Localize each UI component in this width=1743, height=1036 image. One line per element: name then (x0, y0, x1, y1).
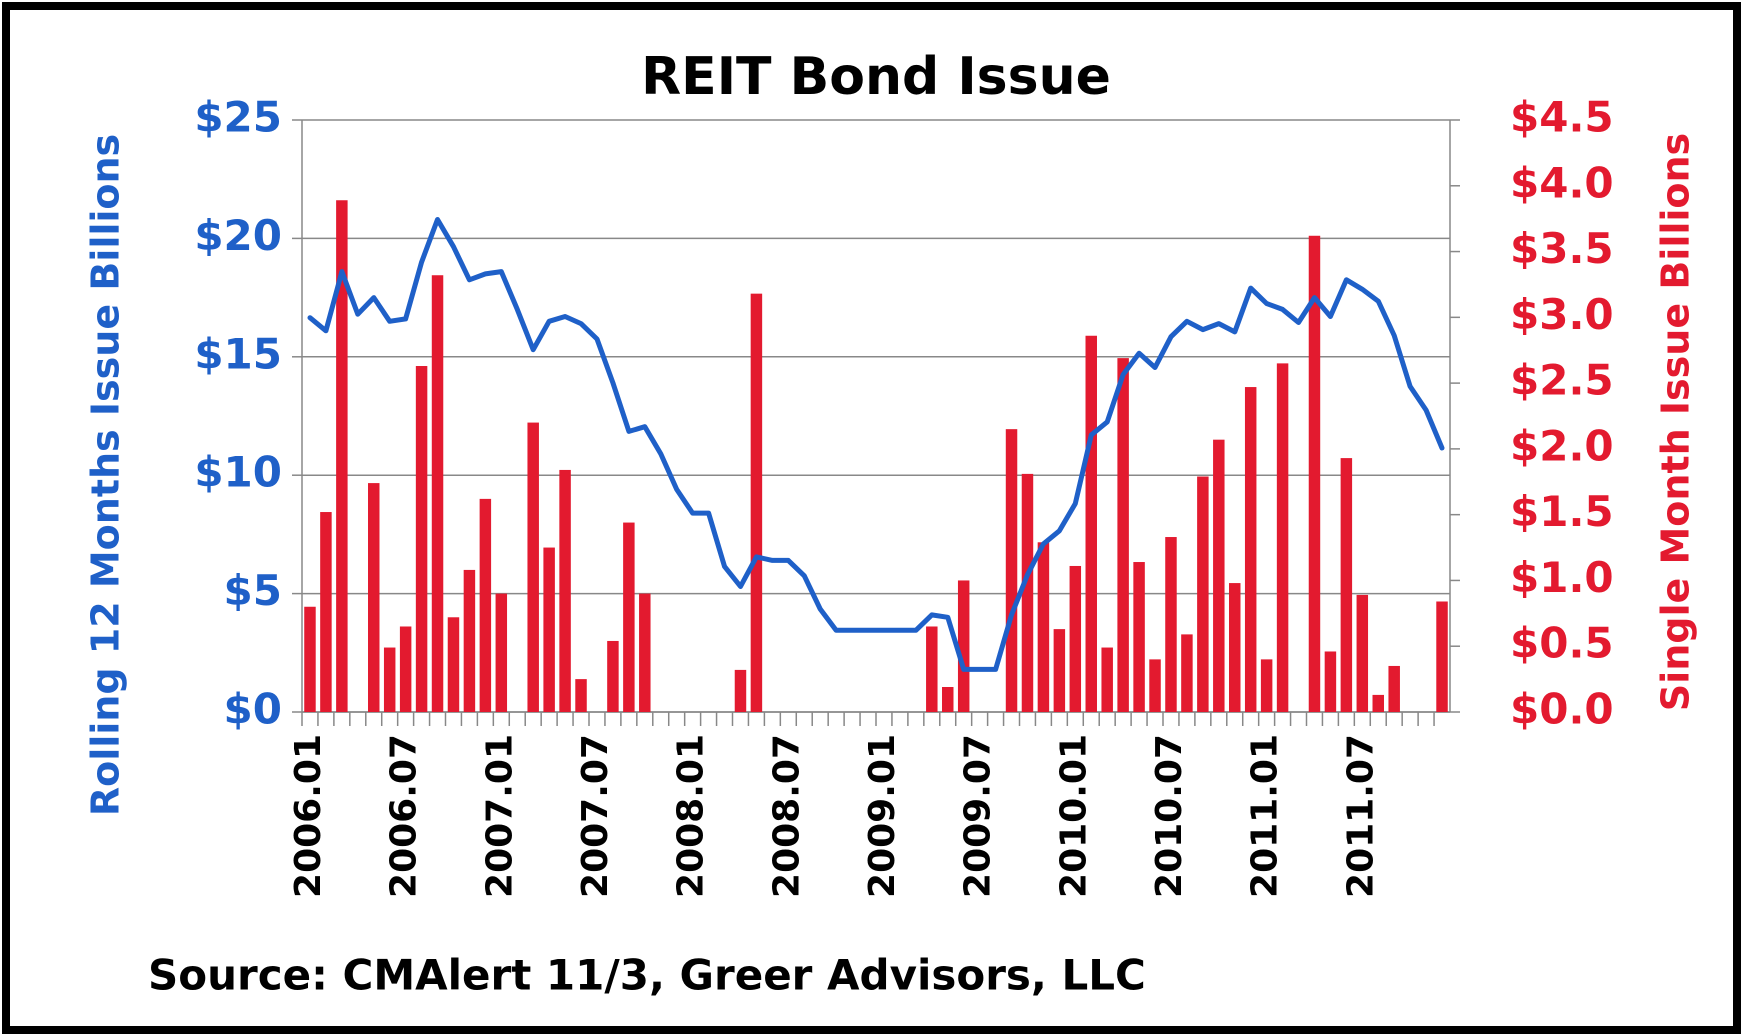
bar (1276, 363, 1289, 712)
y-tick-label: $20 (194, 211, 282, 260)
bar (399, 626, 412, 712)
bar (750, 293, 763, 712)
source-note: Source: CMAlert 11/3, Greer Advisors, LL… (148, 951, 1146, 1000)
bar (1213, 439, 1225, 712)
y-axis-title: Rolling 12 Months Issue Billions (84, 134, 128, 816)
x-tick-label: 2008.07 (766, 734, 807, 898)
bar (926, 626, 938, 712)
y2-tick-label: $2.0 (1510, 421, 1614, 470)
bar (957, 580, 970, 712)
bar (942, 687, 954, 712)
bar (1260, 659, 1273, 712)
line (307, 217, 1445, 672)
x-tick-label: 2010.07 (1149, 734, 1190, 898)
x-tick-label: 2009.07 (958, 734, 999, 898)
bar (734, 669, 747, 712)
chart-title: REIT Bond Issue (641, 47, 1111, 107)
bar (1149, 659, 1161, 712)
bar (623, 522, 635, 712)
x-tick-label: 2006.01 (288, 734, 329, 898)
bar (1021, 473, 1034, 712)
bar (304, 606, 316, 712)
bar (1053, 629, 1066, 712)
bar (463, 569, 476, 712)
x-tick-label: 2007.01 (479, 734, 520, 898)
x-tick-label: 2011.07 (1340, 734, 1381, 898)
bar (1340, 458, 1353, 712)
bar (479, 498, 492, 712)
y2-tick-label: $3.0 (1510, 290, 1614, 339)
x-tick-label: 2006.07 (384, 734, 425, 898)
bar (559, 469, 571, 712)
bar (1197, 476, 1209, 712)
y2-tick-label: $4.5 (1510, 93, 1614, 142)
bar (575, 679, 587, 712)
y-tick-label: $15 (194, 329, 282, 378)
bar (1372, 694, 1384, 712)
y2-tick-label: $1.5 (1510, 487, 1614, 536)
bar (368, 483, 380, 712)
bar (607, 640, 619, 712)
y2-axis-title: Single Month Issue Billions (1654, 133, 1698, 711)
bar (415, 366, 428, 712)
y2-tick-label: $1.0 (1510, 553, 1614, 602)
bar (1229, 583, 1241, 712)
y2-tick-label: $0.0 (1510, 685, 1614, 734)
bar (639, 593, 651, 712)
bar (431, 275, 444, 712)
y2-tick-label: $0.5 (1510, 619, 1614, 668)
y-tick-label: $0 (224, 685, 282, 734)
bar (1388, 665, 1400, 712)
bar (1436, 601, 1448, 712)
bar (543, 547, 555, 712)
bar (527, 422, 539, 712)
bar (447, 617, 460, 712)
bar (1165, 537, 1177, 712)
y2-tick-label: $2.5 (1510, 356, 1614, 405)
x-tick-label: 2011.01 (1245, 734, 1286, 898)
bar (1085, 335, 1097, 712)
bar (383, 647, 396, 712)
bar (1324, 651, 1337, 712)
bar (1005, 429, 1018, 712)
y-tick-label: $5 (224, 566, 282, 615)
bar (495, 593, 508, 712)
bar (1181, 634, 1193, 712)
bar (336, 200, 348, 712)
bar (1356, 594, 1369, 712)
x-tick-label: 2008.01 (671, 734, 712, 898)
x-tick-label: 2010.01 (1053, 734, 1094, 898)
bar (1244, 387, 1257, 712)
bar (1101, 647, 1113, 712)
y-tick-label: $25 (194, 93, 282, 142)
bar (1037, 542, 1050, 712)
bar (1133, 562, 1145, 712)
bar (1117, 358, 1129, 712)
y-tick-label: $10 (194, 448, 282, 497)
x-tick-label: 2007.07 (575, 734, 616, 898)
y2-tick-label: $3.5 (1510, 224, 1614, 273)
bar (320, 512, 332, 712)
y2-tick-label: $4.0 (1510, 158, 1614, 207)
bar (1069, 565, 1082, 712)
bar (1308, 235, 1321, 712)
x-tick-label: 2009.01 (862, 734, 903, 898)
